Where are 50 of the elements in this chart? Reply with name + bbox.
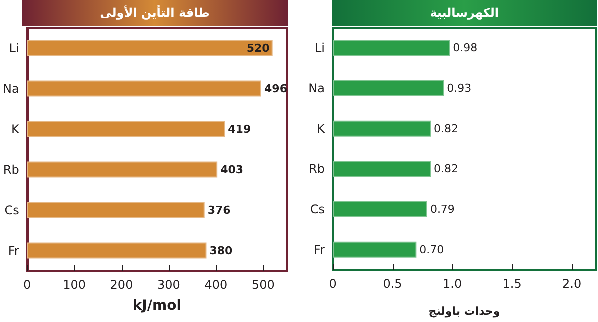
y-tick-label: Rb xyxy=(309,162,325,176)
data-label: 419 xyxy=(228,122,252,136)
x-tick-label: 2.0 xyxy=(562,277,582,291)
data-label: 403 xyxy=(220,163,244,176)
y-tick-label: Fr xyxy=(8,244,20,258)
x-tick-label: 1.5 xyxy=(502,277,522,291)
y-tick-label: Fr xyxy=(314,242,326,257)
y-tick-label: K xyxy=(317,122,326,136)
data-label: 0.82 xyxy=(434,122,459,136)
y-tick-label: Rb xyxy=(3,162,20,177)
data-label: 0.93 xyxy=(447,82,472,95)
data-label: 0.82 xyxy=(434,162,459,176)
bar xyxy=(333,202,428,218)
data-label: 0.98 xyxy=(453,42,478,55)
data-label: 380 xyxy=(210,244,234,258)
y-tick-label: Li xyxy=(314,41,325,56)
bar xyxy=(333,40,450,56)
data-label: 0.79 xyxy=(430,203,455,216)
y-tick-label: Cs xyxy=(310,202,325,216)
x-tick-label: 0 xyxy=(329,277,337,291)
y-tick-label: K xyxy=(11,122,20,136)
x-tick-label: 0.5 xyxy=(383,277,402,291)
x-tick-label: 400 xyxy=(204,278,228,292)
bar xyxy=(27,202,205,218)
x-tick-label: 500 xyxy=(252,278,275,292)
bar xyxy=(333,242,417,258)
data-label: 376 xyxy=(208,204,232,217)
bar xyxy=(27,121,226,138)
y-tick-label: Na xyxy=(2,82,20,96)
x-tick-label: 200 xyxy=(110,278,134,292)
x-tick-label: 1.0 xyxy=(443,277,462,291)
bar xyxy=(27,242,207,259)
chart-title: الكهرسالبية xyxy=(332,0,597,26)
x-tick-label: 300 xyxy=(158,278,180,292)
y-tick-label: Li xyxy=(9,41,20,56)
y-tick-label: Cs xyxy=(4,203,20,218)
bar xyxy=(27,162,218,178)
x-tick-label: 0 xyxy=(24,278,32,292)
x-tick-label: 100 xyxy=(63,278,86,292)
data-label: 520 xyxy=(246,42,270,55)
bar xyxy=(27,40,273,56)
chart-title: طاقة التأين الأولى xyxy=(22,0,288,26)
data-label: 0.70 xyxy=(420,243,444,256)
bar xyxy=(333,161,432,178)
bar xyxy=(27,80,262,97)
bar xyxy=(333,120,432,137)
x-axis-title: وحدات باولنج xyxy=(428,305,500,318)
bar xyxy=(333,80,444,96)
x-axis-title: kJ/mol xyxy=(132,298,182,314)
y-tick-label: Na xyxy=(308,82,325,96)
